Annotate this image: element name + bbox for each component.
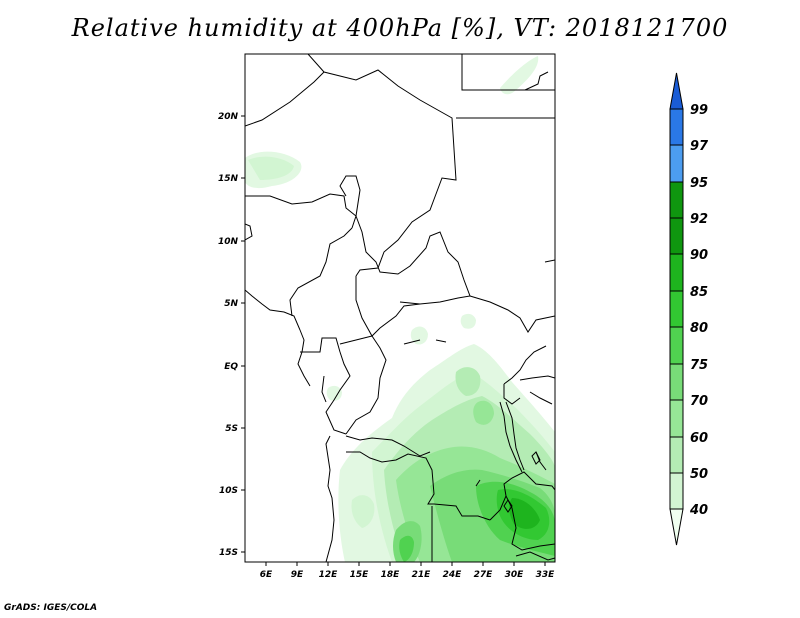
colorbar-bin	[669, 290, 684, 328]
country-borders	[245, 54, 555, 562]
lat-label: 5N	[224, 299, 238, 309]
colorbar-bin	[669, 144, 684, 183]
colorbar-bin	[669, 436, 684, 474]
colorbar-bin	[669, 217, 684, 255]
colorbar-top-arrow	[669, 72, 684, 110]
lon-label: 9E	[291, 570, 304, 580]
lon-label: 12E	[319, 570, 339, 580]
lon-ticks	[265, 562, 546, 566]
map-frame	[244, 53, 556, 563]
colorbar-bin	[669, 108, 684, 146]
colorbar-labels: 40 50 60 70 75 80 85 90 92 95 97 99	[689, 103, 709, 518]
lat-ticks	[241, 115, 245, 553]
lat-label: 20N	[218, 112, 239, 122]
humidity-patch-northeast	[500, 56, 539, 95]
map-title: Relative humidity at 400hPa [%], VT: 201…	[71, 14, 729, 42]
colorbar-label: 80	[690, 321, 708, 336]
colorbar-label: 40	[689, 503, 708, 518]
lat-label: 15N	[218, 174, 239, 184]
colorbar-label: 50	[690, 467, 708, 482]
lon-label: 21E	[412, 570, 432, 580]
lon-label: 24E	[443, 570, 463, 580]
lon-label: 30E	[505, 570, 525, 580]
lat-label: 15S	[219, 548, 238, 558]
lon-label: 6E	[260, 570, 273, 580]
colorbar	[669, 72, 684, 546]
colorbar-bottom-arrow	[669, 508, 684, 546]
lon-label: 33E	[536, 570, 556, 580]
colorbar-bin	[669, 181, 684, 219]
lat-label: EQ	[224, 362, 238, 372]
grads-credit: GrADS: IGES/COLA	[4, 603, 98, 613]
colorbar-label: 85	[690, 285, 708, 300]
colorbar-bin	[669, 399, 684, 438]
colorbar-label: 70	[690, 394, 708, 409]
lon-labels: 6E 9E 12E 15E 18E 21E 24E 27E 30E 33E	[260, 570, 555, 580]
lat-labels: 20N 15N 10N 5N EQ 5S 10S 15S	[218, 112, 239, 558]
lat-label: 10S	[219, 486, 238, 496]
colorbar-label: 60	[690, 431, 708, 446]
humidity-patch-central	[455, 367, 481, 396]
colorbar-label: 95	[690, 176, 708, 191]
lon-label: 18E	[381, 570, 401, 580]
colorbar-label: 99	[690, 103, 708, 118]
colorbar-label: 97	[690, 139, 709, 154]
lat-label: 10N	[218, 237, 239, 247]
lon-label: 15E	[350, 570, 370, 580]
colorbar-label: 90	[690, 248, 708, 263]
colorbar-bin	[669, 472, 684, 510]
lon-label: 27E	[474, 570, 494, 580]
lat-label: 5S	[225, 424, 238, 434]
colorbar-bin	[669, 253, 684, 292]
colorbar-bin	[669, 326, 684, 365]
colorbar-label: 92	[690, 212, 708, 227]
colorbar-bin	[669, 363, 684, 401]
colorbar-label: 75	[690, 358, 708, 373]
